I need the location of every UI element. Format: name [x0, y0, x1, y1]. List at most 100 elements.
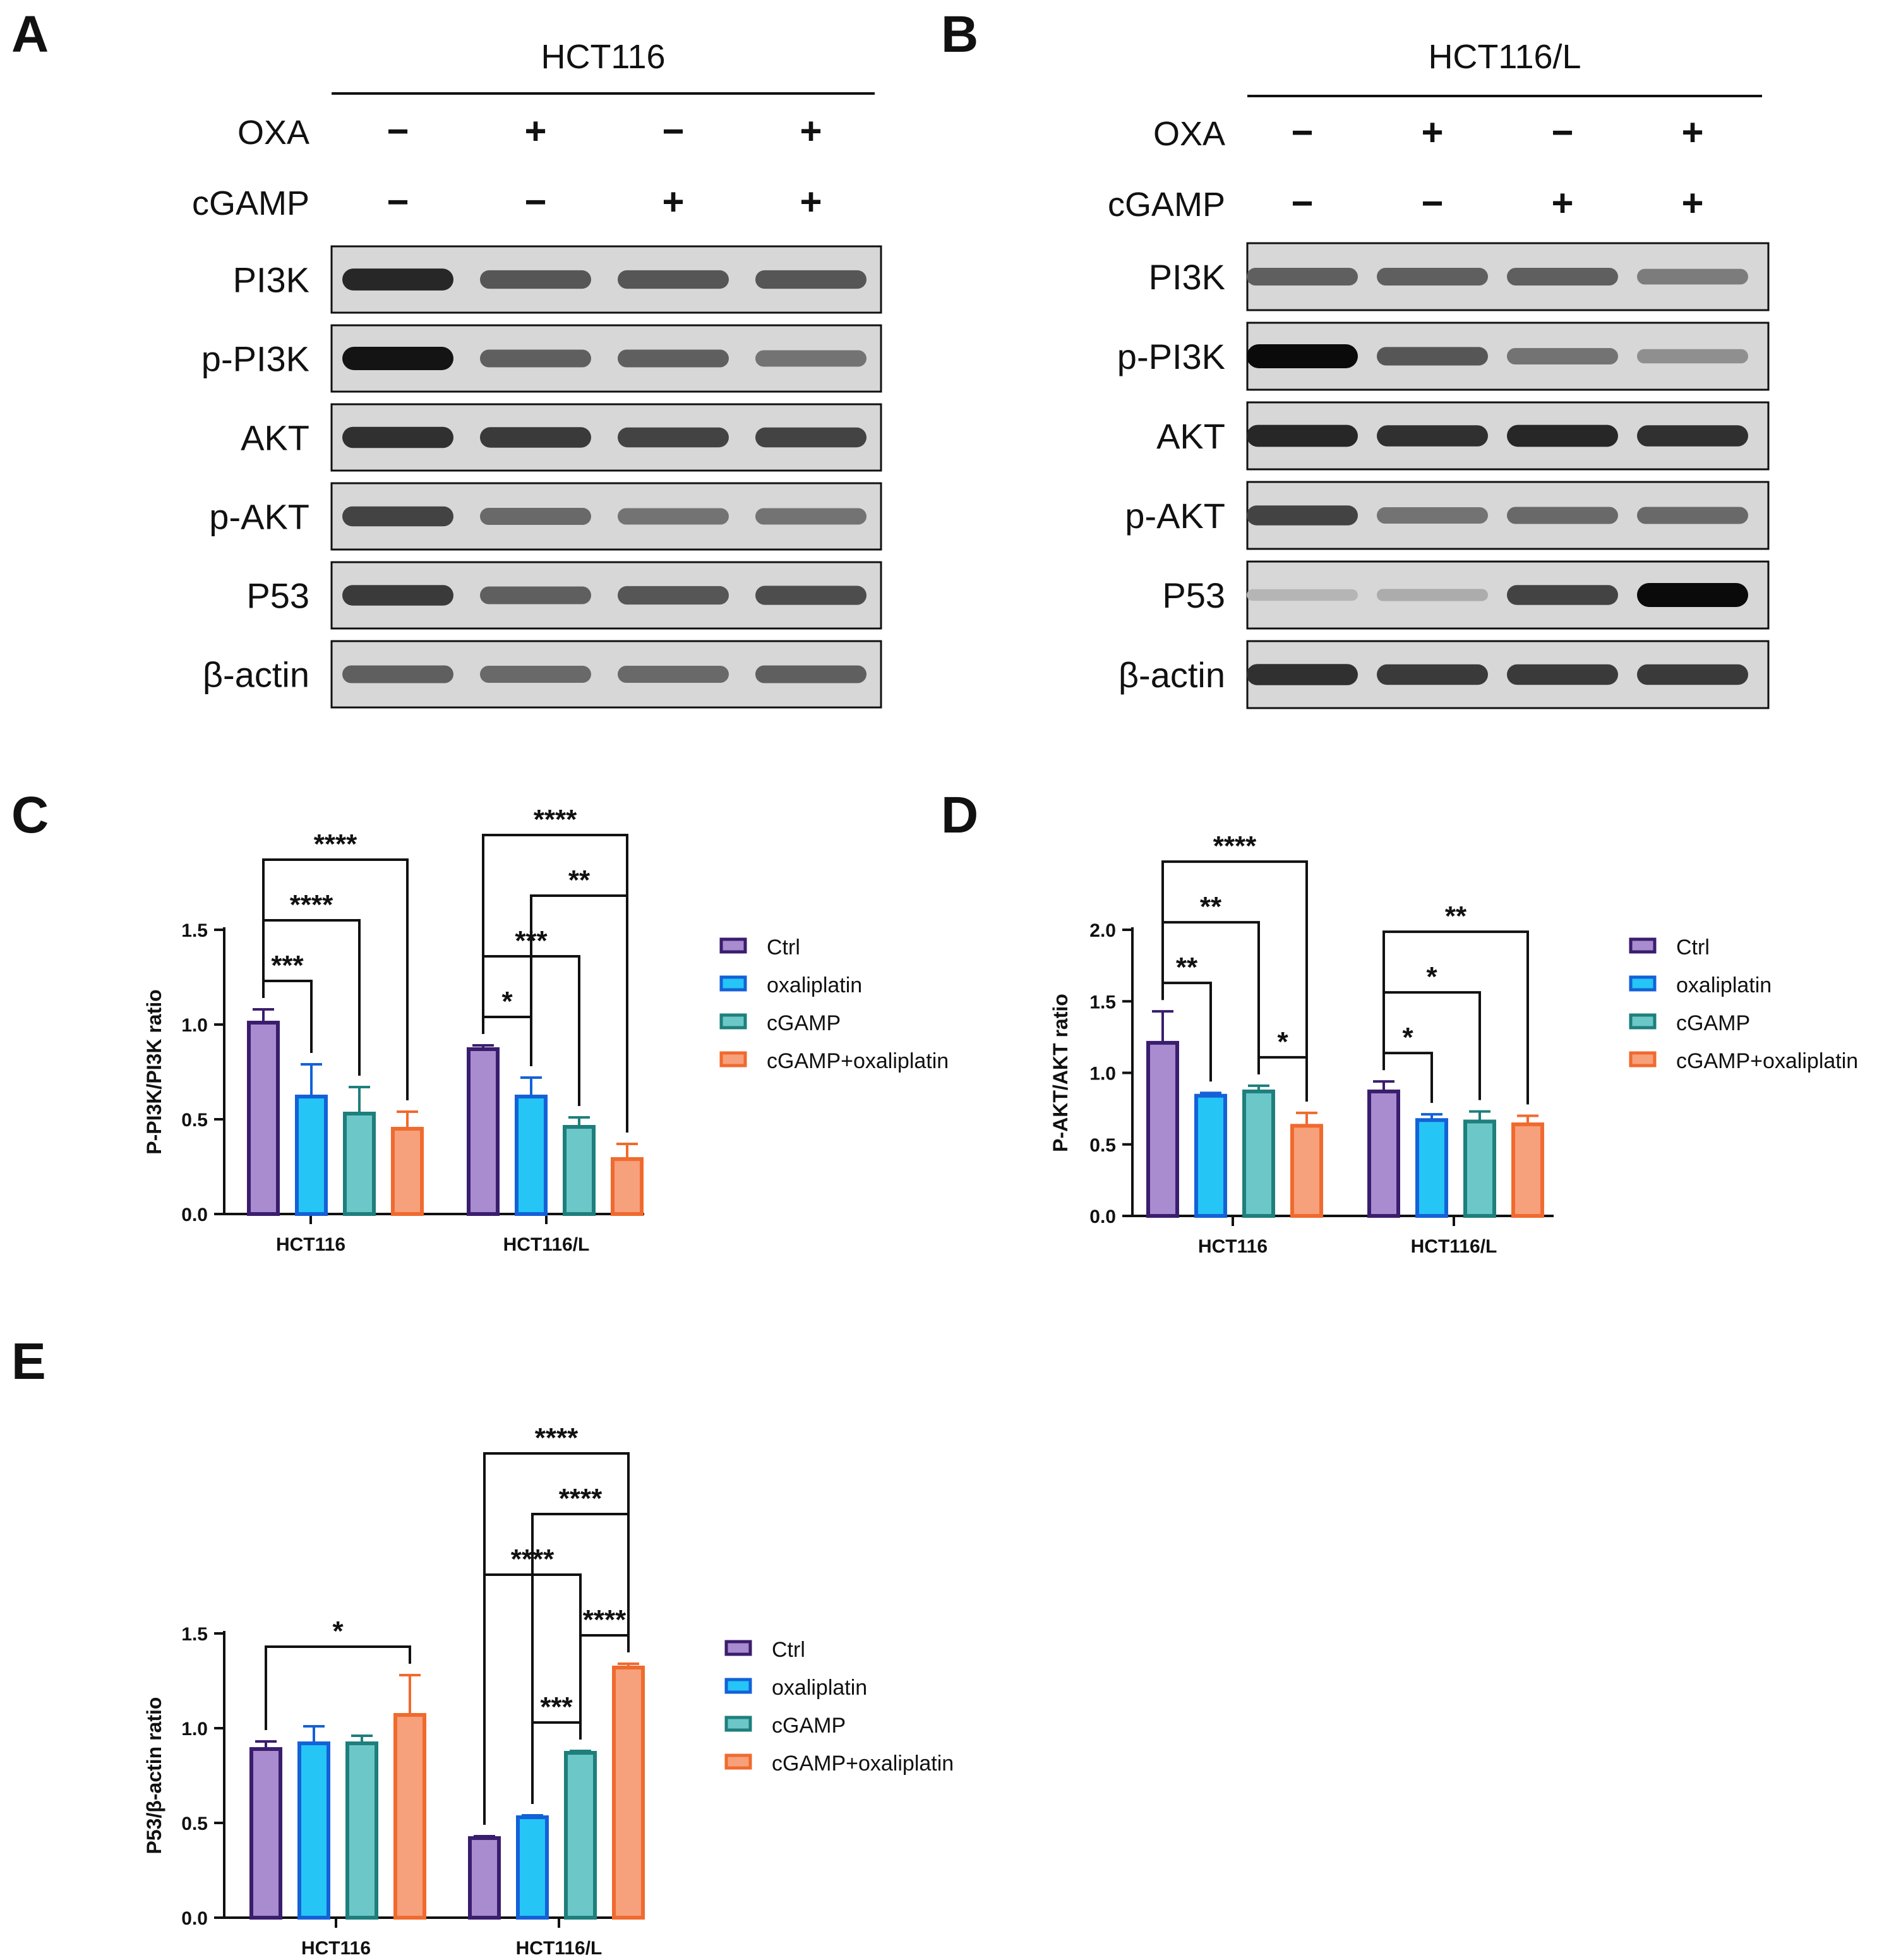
bar	[345, 1741, 378, 1920]
treatment-sign: +	[662, 181, 684, 223]
blot-band	[755, 427, 867, 448]
blot-band	[618, 427, 729, 448]
legend-label: cGAMP	[1676, 1011, 1750, 1035]
legend-swatch	[719, 1013, 747, 1030]
blot-band	[480, 427, 591, 448]
blot-band	[1507, 267, 1618, 286]
legend-swatch	[719, 975, 747, 992]
treatment-sign: −	[1551, 111, 1573, 153]
blot-label: PI3K	[233, 260, 309, 300]
bar	[467, 1047, 500, 1216]
panel-letter-c: C	[11, 786, 49, 844]
significance-label: *	[332, 1616, 344, 1647]
legend-label: Ctrl	[767, 935, 800, 959]
bar	[393, 1713, 426, 1920]
y-tick-label: 0.0	[181, 1908, 208, 1929]
blot-label: β-actin	[203, 655, 309, 695]
treatment-sign: −	[1291, 182, 1313, 224]
legend-swatch	[1629, 975, 1657, 992]
blot-band	[342, 268, 453, 291]
significance-label: ***	[271, 950, 304, 981]
significance-label: **	[1176, 952, 1198, 983]
treatment-sign: −	[387, 181, 409, 223]
y-tick-label: 1.0	[181, 1719, 208, 1740]
blot-band	[1637, 349, 1748, 364]
blot-band	[342, 506, 453, 527]
blot-band	[1377, 589, 1488, 601]
treatment-sign: −	[662, 110, 684, 152]
y-tick-label: 0.5	[181, 1813, 208, 1834]
legend-label: cGAMP	[767, 1011, 841, 1035]
blot-label: β-actin	[1118, 655, 1225, 695]
significance-label: ****	[290, 889, 333, 920]
blot-band	[1247, 664, 1358, 685]
treatment-sign: +	[1681, 111, 1703, 153]
panel-letter-e: E	[11, 1333, 46, 1390]
legend-label: oxaliplatin	[767, 973, 862, 997]
legend-swatch	[1629, 1013, 1657, 1030]
bar	[295, 1095, 328, 1216]
blot-label: P53	[1162, 575, 1225, 615]
significance-bracket	[483, 1452, 630, 1825]
blot-label: AKT	[1156, 416, 1225, 456]
blot-band	[342, 426, 453, 448]
bar	[563, 1125, 596, 1216]
legend-label: oxaliplatin	[772, 1676, 867, 1700]
bar	[1146, 1040, 1179, 1218]
y-tick-label: 2.0	[1089, 920, 1116, 941]
blot-panel-a: A HCT116 OXA − + − + cGAMP − − + + PI3K p-PI3K AKT p-AK…	[11, 6, 882, 709]
significance-label: **	[1445, 901, 1467, 932]
treatment-sign: +	[800, 110, 822, 152]
blot-band	[755, 665, 867, 683]
treatment-label: cGAMP	[1108, 186, 1225, 224]
blot-band	[618, 508, 729, 525]
treatment-label: OXA	[1153, 115, 1225, 153]
y-tick-label: 1.0	[181, 1015, 208, 1036]
significance-label: ****	[559, 1483, 603, 1514]
bar	[516, 1815, 549, 1920]
blot-band	[1377, 507, 1488, 524]
y-axis-label: P53/β-actin ratio	[143, 1697, 165, 1855]
treatment-sign: −	[1421, 182, 1443, 224]
blot-label: p-AKT	[209, 497, 309, 537]
bar	[247, 1021, 280, 1216]
significance-label: *	[1277, 1026, 1288, 1057]
significance-label: **	[1200, 891, 1222, 922]
blot-band	[342, 585, 453, 606]
bar	[343, 1112, 376, 1216]
bar	[391, 1127, 424, 1216]
bar	[297, 1741, 330, 1920]
panel-letter-a: A	[11, 6, 49, 63]
blot-band	[1637, 507, 1748, 524]
legend-swatch	[724, 1640, 752, 1656]
blot-band	[1507, 585, 1618, 605]
legend-swatch	[719, 1051, 747, 1067]
y-axis-label: P-AKT/AKT ratio	[1049, 994, 1072, 1152]
legend-swatch	[724, 1716, 752, 1732]
blot-label: AKT	[241, 418, 309, 458]
blot-band	[1247, 424, 1358, 447]
legend-label: oxaliplatin	[1676, 973, 1772, 997]
category-label: HCT116	[276, 1234, 345, 1255]
blot-band	[1247, 589, 1358, 601]
treatment-sign: +	[800, 181, 822, 223]
legend-swatch	[1629, 937, 1657, 954]
bar	[249, 1747, 282, 1920]
significance-label: *	[501, 986, 513, 1017]
bar	[1290, 1124, 1323, 1218]
bar	[612, 1666, 645, 1920]
bar	[1463, 1119, 1496, 1218]
y-axis-label: P-PI3K/PI3K ratio	[143, 989, 165, 1154]
bar	[1367, 1089, 1400, 1218]
blot-band	[1377, 425, 1488, 447]
blot-band	[1637, 583, 1748, 607]
legend-label: cGAMP+oxaliplatin	[772, 1752, 954, 1776]
legend-swatch	[719, 937, 747, 954]
blot-band	[755, 350, 867, 367]
blot-band	[618, 349, 729, 368]
y-tick-label: 1.5	[181, 1624, 208, 1645]
treatment-label: cGAMP	[192, 184, 309, 222]
bar	[468, 1836, 501, 1920]
blot-label: PI3K	[1149, 257, 1225, 297]
blot-band	[480, 586, 591, 604]
